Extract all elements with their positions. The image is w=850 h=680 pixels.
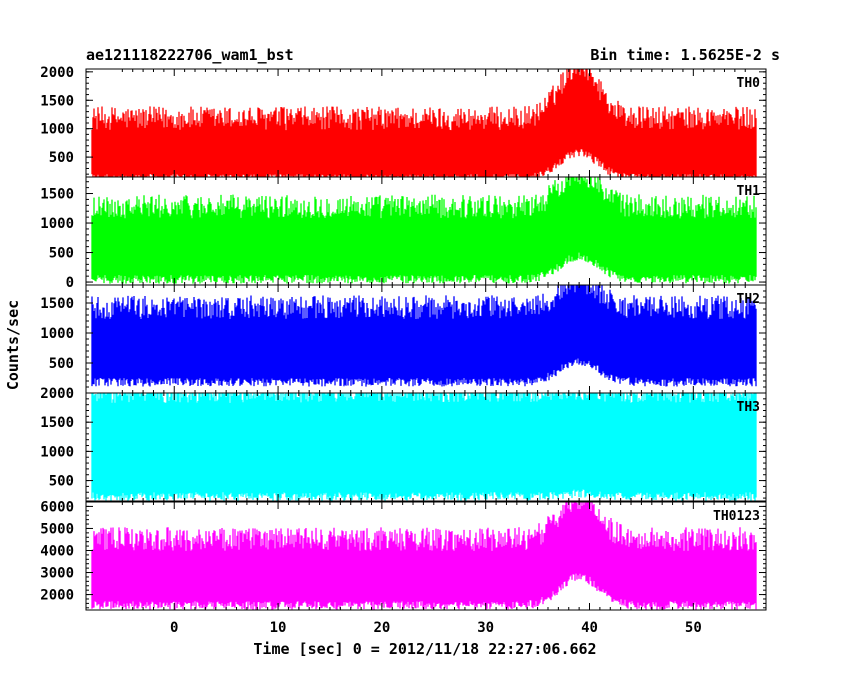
y-tick-label: 1000 (40, 216, 74, 232)
y-tick-label: 4000 (40, 543, 74, 559)
panel-th0: 500 1000 1500 2000 TH0 (40, 65, 767, 178)
y-tick-label: 6000 (40, 499, 74, 515)
panel-th0123: 2000 3000 4000 5000 6000 TH0123 (40, 499, 767, 611)
panel-label: TH0123 (713, 509, 760, 524)
y-axis-label: Counts/sec (4, 300, 22, 390)
y-tick-label: 2000 (40, 588, 74, 604)
y-tick-label: 1500 (40, 187, 74, 203)
y-tick-label: 1000 (40, 444, 74, 460)
x-tick-label: 10 (270, 620, 287, 636)
y-tick-label: 0 (66, 275, 74, 291)
y-tick-label: 1500 (40, 93, 74, 109)
y-tick-label: 2000 (40, 386, 74, 402)
panel-label: TH0 (737, 76, 761, 91)
series-th3 (91, 393, 757, 501)
y-tick-label: 3000 (40, 566, 74, 582)
y-tick-label: 500 (49, 150, 74, 166)
panel-th3: 500 1000 1500 2000 TH3 (40, 386, 767, 502)
y-tick-label: 1000 (40, 122, 74, 138)
series-th0123 (91, 502, 757, 610)
panel-label: TH2 (737, 292, 760, 307)
y-tick-label: 5000 (40, 521, 74, 537)
y-tick-label: 1500 (40, 296, 74, 312)
panel-th1: 0 500 1000 1500 TH1 (40, 176, 767, 291)
x-tick-label: 20 (373, 620, 390, 636)
y-tick-label: 500 (49, 474, 74, 490)
y-tick-label: 2000 (40, 65, 74, 81)
y-tick-label: 500 (49, 246, 74, 262)
panel-label: TH3 (737, 400, 760, 415)
panel-frame (85, 392, 767, 502)
panel-label: TH1 (737, 184, 761, 199)
y-tick-label: 1000 (40, 326, 74, 342)
chart-title: ae121118222706_wam1_bst (86, 46, 294, 64)
x-tick-label: 0 (170, 620, 178, 636)
series-th2 (91, 285, 757, 387)
series-th1 (91, 177, 757, 284)
panel-th2: 500 1000 1500 TH2 (40, 284, 767, 394)
series-th0 (91, 69, 757, 177)
x-tick-label: 50 (685, 620, 702, 636)
y-tick-label: 500 (49, 356, 74, 372)
x-tick-label: 40 (581, 620, 598, 636)
panel-frame (85, 501, 767, 611)
x-axis-label: Time [sec] 0 = 2012/11/18 22:27:06.662 (253, 640, 596, 658)
y-tick-label: 1500 (40, 415, 74, 431)
x-tick-label: 30 (477, 620, 494, 636)
bin-time-label: Bin time: 1.5625E-2 s (590, 46, 780, 64)
